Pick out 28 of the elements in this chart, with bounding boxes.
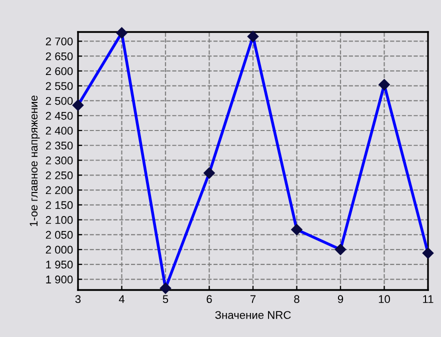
y-axis-title: 1-ое главное напряжение	[30, 96, 40, 226]
y-tick-label: 1 950	[46, 260, 73, 269]
y-tick-label: 2 000	[46, 246, 73, 254]
y-tick-label: 1 900	[46, 276, 73, 284]
y-tick-label: 2 050	[46, 230, 73, 239]
y-tick-label: 2 150	[46, 201, 73, 210]
x-tick-label: 6	[206, 295, 212, 304]
y-tick-label: 2 600	[46, 67, 73, 76]
y-tick-label: 2 550	[46, 82, 73, 90]
x-tick-label: 11	[423, 295, 434, 303]
x-tick-label: 10	[378, 295, 390, 304]
x-tick-label: 4	[118, 295, 125, 303]
y-tick-label: 2 250	[46, 171, 73, 180]
y-tick-label: 2 500	[46, 97, 73, 105]
x-axis-title: Значение NRC	[215, 311, 291, 319]
x-tick-label: 9	[338, 295, 344, 304]
y-tick-label: 2 300	[46, 156, 73, 164]
y-tick-label: 2 200	[46, 186, 73, 194]
y-tick-label: 2 100	[46, 216, 73, 224]
y-tick-label: 2 450	[46, 112, 73, 120]
y-tick-label: 2 700	[46, 37, 73, 46]
x-tick-label: 7	[250, 295, 256, 303]
x-tick-label: 3	[75, 295, 81, 304]
x-tick-label: 8	[294, 295, 300, 304]
x-tick-label: 5	[162, 295, 168, 304]
y-tick-label: 2 350	[46, 142, 73, 150]
y-tick-label: 2 400	[46, 126, 73, 135]
y-tick-label: 2 650	[46, 52, 73, 60]
